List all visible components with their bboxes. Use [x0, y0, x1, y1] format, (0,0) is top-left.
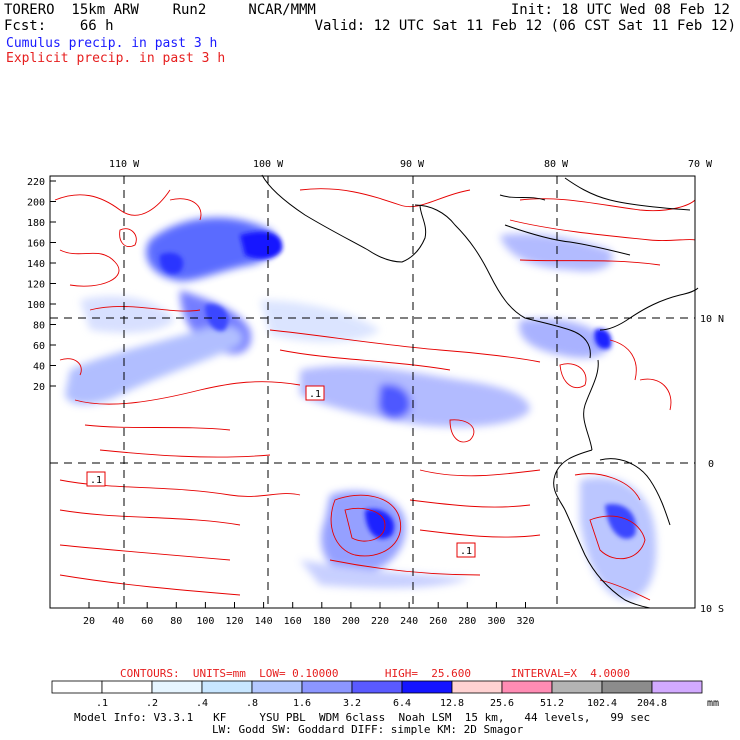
- header-line2-right: Valid: 12 UTC Sat 11 Feb 12 (06 CST Sat …: [314, 18, 736, 34]
- box-label: .1: [309, 389, 321, 400]
- y-tick-label: 180: [27, 218, 45, 229]
- coastlines: [261, 174, 699, 609]
- box-label: .1: [460, 546, 472, 557]
- lon-label-90w: 90 W: [400, 159, 425, 170]
- colorbar-swatch: [251, 680, 303, 694]
- colorbar-swatch: [501, 680, 553, 694]
- header-line2-left: Fcst: 66 h: [4, 18, 114, 34]
- colorbar-label: .2: [146, 698, 158, 709]
- y-tick-label: 60: [33, 341, 45, 352]
- lat-lon-grid: [50, 176, 695, 608]
- header-line1-right: Init: 18 UTC Wed 08 Feb 12: [510, 2, 730, 18]
- contours-info: CONTOURS: UNITS=mm LOW= 0.10000 HIGH= 25…: [120, 667, 630, 680]
- lat-label-10n: 10 N: [700, 314, 724, 325]
- contour-box-labels: .1 .1 .1: [86, 385, 476, 558]
- x-tick-label: 200: [342, 616, 360, 627]
- x-tick-label: 180: [313, 616, 331, 627]
- field-label-explicit: Explicit precip. in past 3 h: [6, 51, 226, 66]
- colorbar-swatch: [601, 680, 653, 694]
- colorbar-label: 6.4: [393, 698, 411, 709]
- map-frame: [49, 175, 696, 609]
- lat-label-0: 0: [708, 459, 714, 470]
- lon-label-80w: 80 W: [544, 159, 569, 170]
- colorbar-label: 204.8: [637, 698, 667, 709]
- x-tick-label: 320: [516, 616, 534, 627]
- header-line1-left: TORERO 15km ARW Run2 NCAR/MMM: [4, 2, 316, 18]
- y-tick-labels: 220 200 180 160 140 120 100 80 60 40 20: [27, 177, 45, 393]
- x-tick-labels: 20 40 60 80 100 120 140 160 180 200 220 240 260 280 30…: [83, 616, 535, 627]
- x-tick-label: 260: [429, 616, 447, 627]
- colorbar-label: .8: [246, 698, 258, 709]
- precip-shading-core: [159, 231, 636, 539]
- colorbar-swatch: [651, 680, 703, 694]
- colorbar-label: 51.2: [540, 698, 564, 709]
- model-info-line2: LW: Godd SW: Goddard DIFF: simple KM: 2D…: [212, 723, 524, 736]
- lon-label-70w: 70 W: [688, 159, 713, 170]
- colorbar-label: 25.6: [490, 698, 514, 709]
- colorbar-label: 3.2: [343, 698, 361, 709]
- axis-ticks: [50, 180, 526, 608]
- colorbar-label: .4: [196, 698, 208, 709]
- y-tick-label: 120: [27, 280, 45, 291]
- x-tick-label: 60: [141, 616, 153, 627]
- precip-shading: [65, 217, 657, 600]
- colorbar-unit: mm: [707, 698, 719, 709]
- top-lon-labels: 110 W 100 W 90 W 80 W 70 W: [109, 159, 713, 170]
- y-tick-label: 220: [27, 177, 45, 188]
- x-tick-label: 160: [284, 616, 302, 627]
- x-tick-label: 220: [371, 616, 389, 627]
- lon-label-100w: 100 W: [253, 159, 284, 170]
- x-tick-label: 20: [83, 616, 95, 627]
- colorbar-swatch: [301, 680, 353, 694]
- colorbar-label: .1: [96, 698, 108, 709]
- x-tick-label: 100: [196, 616, 214, 627]
- colorbar-swatch: [101, 680, 153, 694]
- y-tick-label: 140: [27, 259, 45, 270]
- colorbar-label: 12.8: [440, 698, 464, 709]
- x-tick-label: 140: [255, 616, 273, 627]
- colorbar-swatch: [51, 680, 103, 694]
- y-tick-label: 40: [33, 362, 45, 373]
- y-tick-label: 20: [33, 382, 45, 393]
- color-bar: .1 .2 .4 .8 1.6 3.2 6.4 12.8 25.6 51.2 102.4 204.8: [51, 680, 703, 709]
- x-tick-label: 240: [400, 616, 418, 627]
- colorbar-swatch: [351, 680, 403, 694]
- field-label-cumulus: Cumulus precip. in past 3 h: [6, 36, 218, 51]
- explicit-precip-contours: [54, 188, 696, 601]
- x-tick-label: 280: [458, 616, 476, 627]
- y-tick-label: 200: [27, 198, 45, 209]
- colorbar-swatch: [451, 680, 503, 694]
- colorbar-label: 1.6: [293, 698, 311, 709]
- colorbar-swatch: [401, 680, 453, 694]
- x-tick-label: 120: [225, 616, 243, 627]
- x-tick-label: 40: [112, 616, 124, 627]
- y-tick-label: 100: [27, 300, 45, 311]
- colorbar-swatch: [201, 680, 253, 694]
- colorbar-swatch: [551, 680, 603, 694]
- colorbar-swatch: [151, 680, 203, 694]
- lat-label-10s: 10 S: [700, 604, 724, 615]
- lon-label-110w: 110 W: [109, 159, 140, 170]
- colorbar-label: 102.4: [587, 698, 617, 709]
- y-tick-label: 160: [27, 239, 45, 250]
- x-tick-label: 80: [170, 616, 182, 627]
- x-tick-label: 300: [487, 616, 505, 627]
- y-tick-label: 80: [33, 321, 45, 332]
- right-lat-labels: 10 N 0 10 S: [700, 314, 724, 615]
- box-label: .1: [90, 475, 102, 486]
- model-info-line1: Model Info: V3.3.1 KF YSU PBL WDM 6class…: [74, 711, 651, 724]
